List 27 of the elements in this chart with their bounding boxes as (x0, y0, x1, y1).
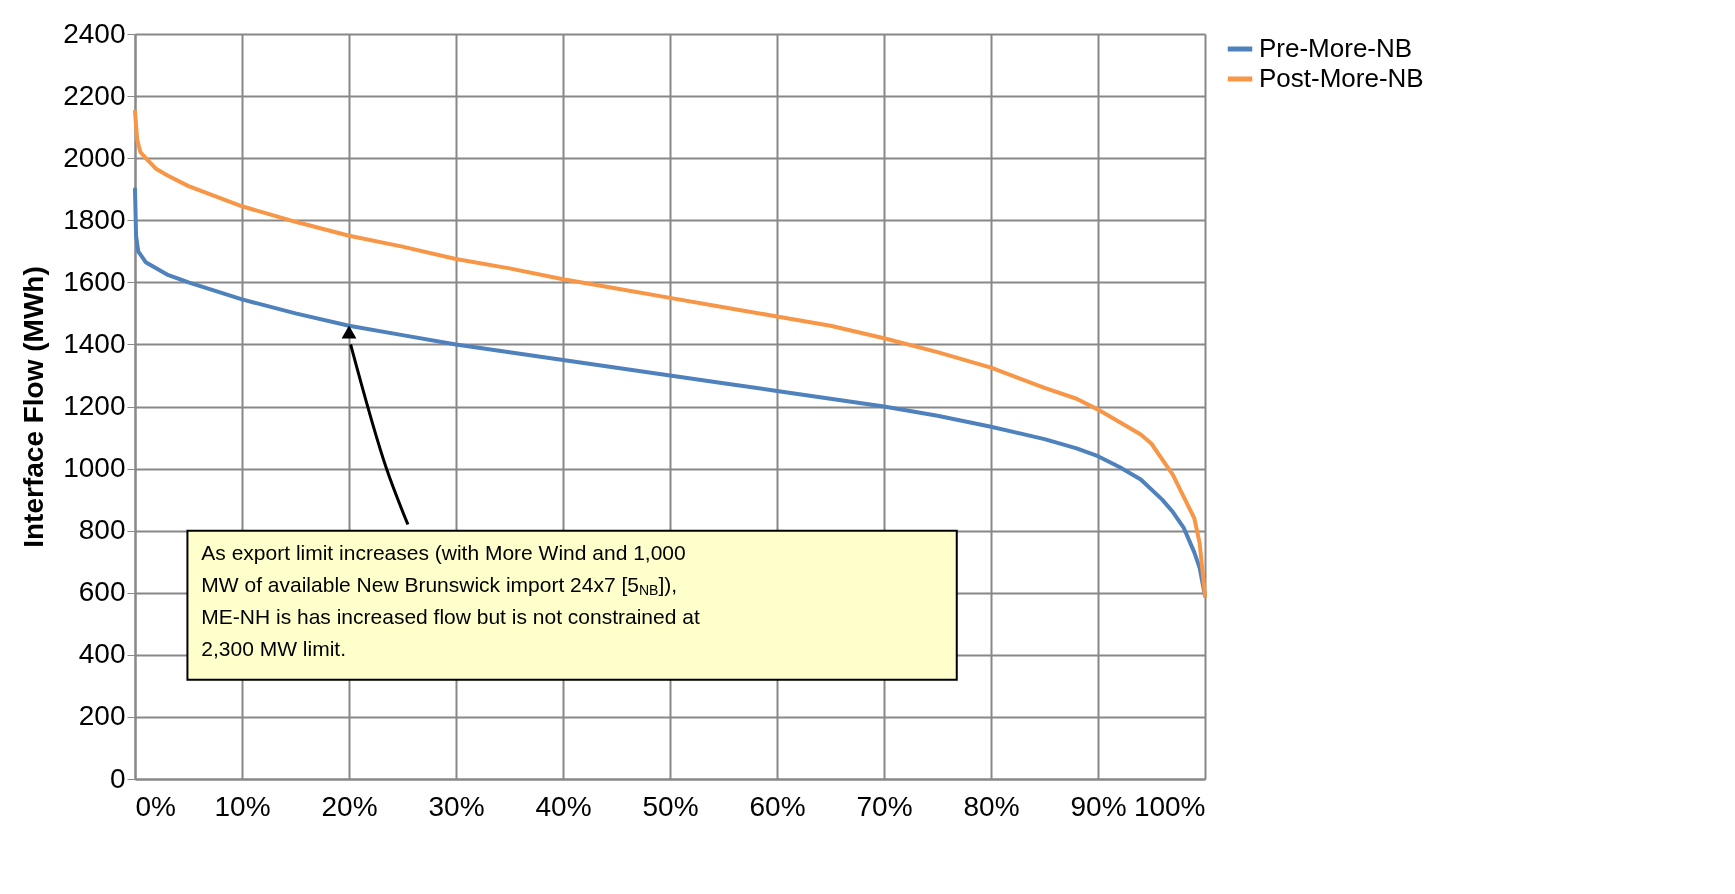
x-tick-label: 0% (135, 790, 176, 822)
y-tick-label: 2400 (63, 17, 126, 49)
y-tick-label: 1000 (63, 452, 126, 484)
x-tick-label: 30% (428, 790, 485, 822)
y-tick-label: 800 (78, 514, 126, 546)
y-tick-label: 1200 (63, 390, 126, 421)
y-tick-label: 1800 (63, 203, 126, 235)
y-tick-label: 0 (109, 762, 126, 794)
y-tick-label: 1600 (63, 265, 126, 297)
x-tick-label: 100% (1133, 790, 1206, 822)
y-tick-label: 2000 (63, 141, 126, 173)
y-axis-title: Interface Flow (MWh) (18, 266, 50, 548)
y-tick-label: 400 (78, 638, 126, 670)
x-tick-label: 70% (856, 790, 913, 822)
x-tick-label: 20% (321, 790, 378, 822)
x-tick-label: 90% (1070, 790, 1127, 822)
y-tick-label: 200 (78, 700, 126, 732)
y-tick-label: 600 (78, 576, 126, 608)
y-tick-label: 2200 (63, 79, 126, 111)
y-tick-label: 1400 (63, 327, 126, 359)
legend-label: Pre-More-NB (1259, 33, 1413, 63)
x-tick-label: 10% (214, 790, 271, 822)
x-tick-label: 40% (535, 790, 592, 822)
legend-label: Post-More-NB (1259, 63, 1424, 93)
x-tick-label: 60% (749, 790, 806, 822)
x-tick-label: 50% (642, 790, 699, 822)
x-tick-label: 80% (963, 790, 1020, 822)
